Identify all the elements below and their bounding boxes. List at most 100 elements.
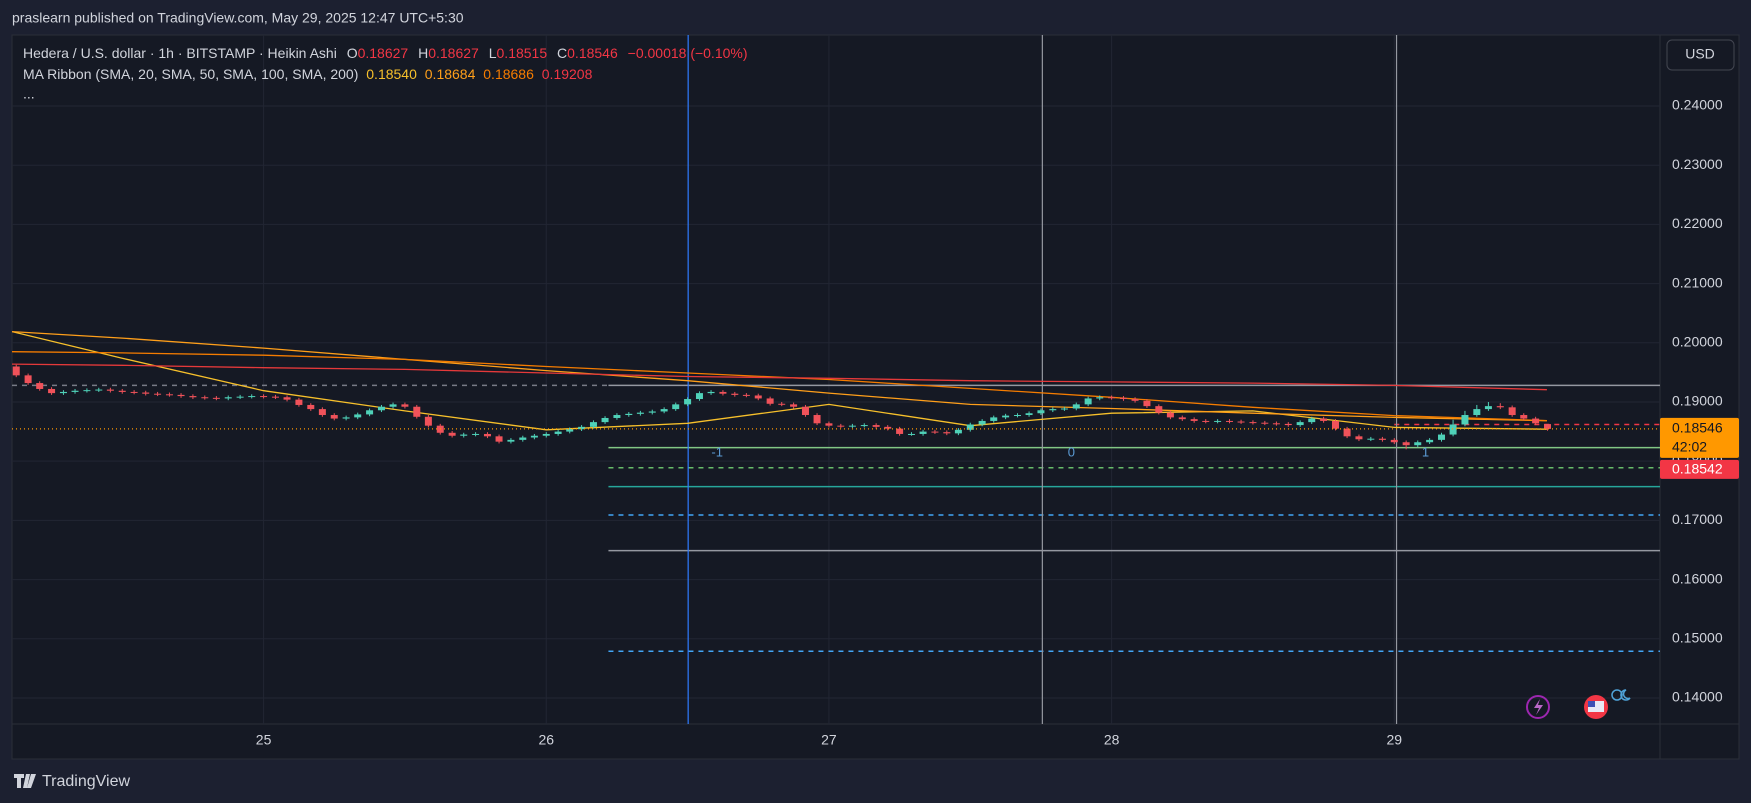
- candle-body: [1002, 415, 1010, 418]
- candle-body: [601, 417, 609, 423]
- candle-body: [1496, 406, 1504, 408]
- ohlc-value: 0.18515: [497, 45, 548, 61]
- session-icon[interactable]: [1611, 689, 1623, 701]
- candle-body: [424, 416, 432, 426]
- candle-body: [1225, 420, 1233, 422]
- candle-body: [177, 394, 185, 397]
- ohlc-label: O: [347, 45, 358, 61]
- candle-body: [790, 404, 798, 407]
- candle-body: [472, 433, 480, 435]
- events-bolt: [1534, 699, 1543, 715]
- events-icon[interactable]: [1526, 695, 1550, 719]
- symbol-legend: Hedera / U.S. dollar · 1h · BITSTAMP · H…: [23, 45, 748, 61]
- candle-body: [1143, 400, 1151, 407]
- y-tick-label: 0.24000: [1672, 97, 1723, 113]
- candle-body: [1060, 408, 1068, 410]
- candle-body: [1214, 420, 1222, 422]
- candle-body: [83, 390, 91, 392]
- candle-body: [201, 397, 209, 399]
- candle-body: [1543, 424, 1551, 429]
- ma-line: [12, 330, 1547, 422]
- candle-body: [24, 375, 32, 384]
- candle-body: [342, 417, 350, 419]
- y-tick-label: 0.17000: [1672, 511, 1723, 527]
- candle-body: [1367, 438, 1375, 440]
- drawing-label: 0: [1068, 444, 1075, 459]
- candle-body: [154, 393, 162, 395]
- y-tick-label: 0.19000: [1672, 393, 1723, 409]
- candle-body: [636, 412, 644, 414]
- candle-body: [1202, 420, 1210, 422]
- drawing-label: 1: [1422, 444, 1429, 459]
- candle-body: [448, 432, 456, 436]
- candle-body: [872, 425, 880, 427]
- candle-body: [554, 431, 562, 434]
- candle-body: [1237, 421, 1245, 423]
- y-tick-label: 0.14000: [1672, 689, 1723, 705]
- candle-body: [578, 426, 586, 430]
- bid-label: 0.18542: [1672, 461, 1723, 477]
- candle-body: [283, 397, 291, 400]
- candle-body: [1190, 419, 1198, 421]
- ohlc-value: 0.18627: [358, 45, 409, 61]
- candle-body: [707, 391, 715, 394]
- candle-body: [354, 414, 362, 418]
- indicator-name: MA Ribbon (SMA, 20, SMA, 50, SMA, 100, S…: [23, 66, 358, 82]
- candle-body: [1532, 418, 1540, 424]
- currency-label[interactable]: USD: [1685, 46, 1715, 62]
- candle-body: [719, 391, 727, 394]
- candle-body: [1461, 415, 1469, 425]
- candle-body: [389, 404, 397, 407]
- drawing-label: -1: [711, 444, 723, 459]
- candle-body: [1402, 442, 1410, 446]
- bid-tag: [1660, 459, 1739, 479]
- candle-body: [1272, 423, 1280, 425]
- ohlc-label: H: [418, 45, 428, 61]
- candle-body: [1084, 398, 1092, 405]
- candle-body: [648, 411, 656, 413]
- candle-body: [1296, 422, 1304, 426]
- candle-body: [1520, 415, 1528, 419]
- candle-body: [366, 410, 374, 415]
- candle-body: [295, 399, 303, 405]
- flag: [1588, 701, 1604, 712]
- candle-body: [1508, 407, 1516, 416]
- candle-body: [731, 393, 739, 395]
- countdown: 42:02: [1672, 439, 1707, 455]
- candle-body: [954, 429, 962, 434]
- candle-body: [530, 435, 538, 438]
- indicator-value: 0.19208: [542, 66, 593, 82]
- candle-body: [248, 396, 256, 398]
- candle-body: [542, 433, 550, 436]
- candle-body: [36, 383, 44, 389]
- candle-body: [59, 391, 67, 394]
- candle-body: [130, 391, 138, 393]
- candle-body: [318, 409, 326, 416]
- candle-body: [507, 439, 515, 442]
- candle-body: [943, 432, 951, 434]
- x-tick-label: 27: [821, 732, 837, 748]
- session-moon: [1620, 689, 1631, 701]
- candle-body: [1155, 406, 1163, 413]
- candle-body: [884, 426, 892, 429]
- ohlc-label: L: [489, 45, 497, 61]
- candle-body: [1108, 397, 1116, 399]
- y-tick-label: 0.15000: [1672, 629, 1723, 645]
- x-tick-label: 25: [256, 732, 272, 748]
- candle-body: [695, 393, 703, 400]
- candle-body: [742, 394, 750, 396]
- candle-body: [48, 388, 56, 394]
- candle-body: [212, 397, 220, 399]
- candle-body: [71, 390, 79, 392]
- candle-body: [1119, 397, 1127, 400]
- currency-button[interactable]: [1666, 39, 1735, 71]
- candle-body: [919, 431, 927, 434]
- y-tick-label: 0.16000: [1672, 570, 1723, 586]
- candle-body: [672, 404, 680, 410]
- candle-body: [1343, 428, 1351, 437]
- candle-body: [189, 396, 197, 398]
- more-indicators[interactable]: ...: [23, 86, 35, 102]
- candle-body: [1308, 418, 1316, 423]
- ohlc-value: 0.18627: [428, 45, 479, 61]
